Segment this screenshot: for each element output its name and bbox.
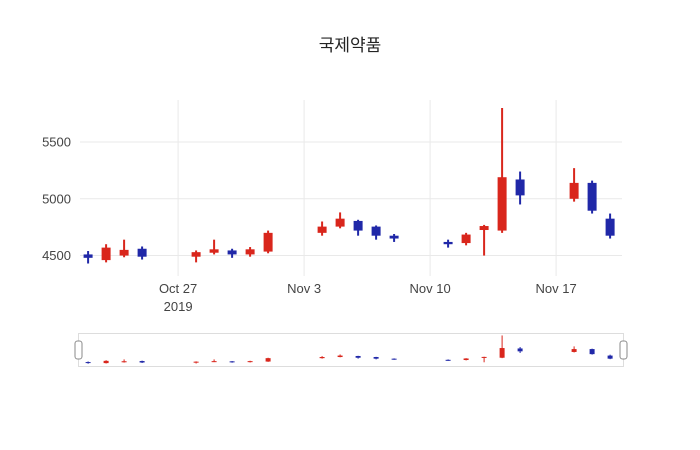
candle-body-increasing[interactable] xyxy=(463,358,469,361)
y-tick-label: 5500 xyxy=(42,135,71,150)
candle-body-increasing[interactable] xyxy=(211,361,217,363)
candle-body-decreasing[interactable] xyxy=(607,355,613,359)
candle-body-increasing[interactable] xyxy=(479,226,489,231)
chart-title: 국제약품 xyxy=(318,36,382,55)
candle-body-increasing[interactable] xyxy=(481,356,487,358)
candle-body-increasing[interactable] xyxy=(191,252,201,257)
candle-body-increasing[interactable] xyxy=(335,218,345,227)
candle-body-increasing[interactable] xyxy=(319,357,325,359)
y-tick-label: 4500 xyxy=(42,248,71,263)
candle-body-decreasing[interactable] xyxy=(443,241,453,245)
candle-body-decreasing[interactable] xyxy=(373,357,379,359)
x-tick-sublabel: 2019 xyxy=(164,299,193,314)
candle-body-decreasing[interactable] xyxy=(389,235,399,239)
candle-body-decreasing[interactable] xyxy=(139,361,145,363)
candle-body-decreasing[interactable] xyxy=(85,362,91,364)
candle-body-increasing[interactable] xyxy=(499,348,505,358)
candle-body-decreasing[interactable] xyxy=(229,361,235,363)
candle-body-increasing[interactable] xyxy=(119,249,129,256)
candle-body-increasing[interactable] xyxy=(263,232,273,252)
rangeslider-handle-left[interactable] xyxy=(74,340,83,360)
candle-body-decreasing[interactable] xyxy=(83,254,93,258)
candle-body-increasing[interactable] xyxy=(571,349,577,352)
candle-body-increasing[interactable] xyxy=(265,358,271,362)
candle-body-decreasing[interactable] xyxy=(137,248,147,257)
candle-body-increasing[interactable] xyxy=(245,249,255,255)
candle-body-decreasing[interactable] xyxy=(227,250,237,255)
x-tick-label: Nov 10 xyxy=(409,281,450,296)
rangeslider-track[interactable] xyxy=(78,333,624,367)
candle-body-increasing[interactable] xyxy=(247,361,253,363)
x-tick-label: Oct 27 xyxy=(159,281,197,296)
candle-body-decreasing[interactable] xyxy=(605,218,615,236)
candle-body-increasing[interactable] xyxy=(103,360,109,364)
candle-body-increasing[interactable] xyxy=(317,226,327,233)
candle-body-increasing[interactable] xyxy=(121,361,127,363)
candle-body-increasing[interactable] xyxy=(101,247,111,261)
candle-body-decreasing[interactable] xyxy=(589,349,595,355)
candle-body-decreasing[interactable] xyxy=(391,358,397,360)
candle-body-increasing[interactable] xyxy=(497,177,507,231)
candle-body-decreasing[interactable] xyxy=(517,348,523,352)
y-tick-label: 5000 xyxy=(42,191,71,206)
x-tick-label: Nov 3 xyxy=(287,281,321,296)
candle-body-decreasing[interactable] xyxy=(515,179,525,196)
candle-body-decreasing[interactable] xyxy=(587,182,597,211)
candle-body-increasing[interactable] xyxy=(337,355,343,358)
candle-body-decreasing[interactable] xyxy=(355,355,361,358)
candle-body-increasing[interactable] xyxy=(209,249,219,253)
x-tick-label: Nov 17 xyxy=(535,281,576,296)
candle-body-increasing[interactable] xyxy=(193,361,199,363)
candle-body-decreasing[interactable] xyxy=(445,359,451,361)
candle-body-decreasing[interactable] xyxy=(353,220,363,231)
rangeslider-handle-right[interactable] xyxy=(619,340,628,360)
candle-body-decreasing[interactable] xyxy=(371,226,381,236)
candle-body-increasing[interactable] xyxy=(461,234,471,244)
candle-body-increasing[interactable] xyxy=(569,182,579,199)
